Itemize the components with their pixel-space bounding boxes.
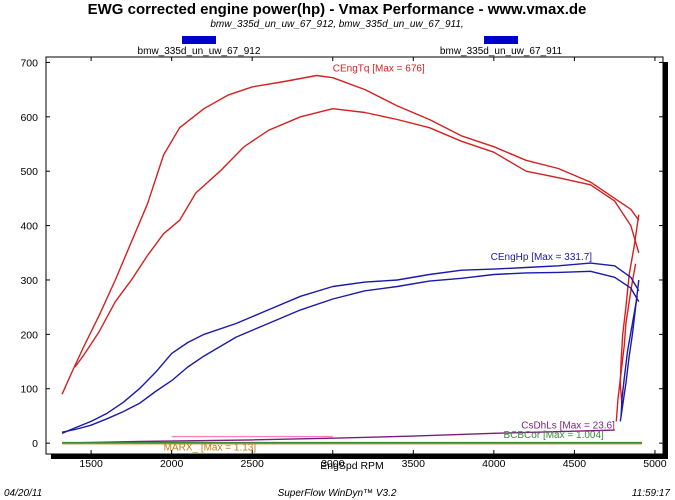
annotation-label: BCBCor [Max = 1.004] xyxy=(504,430,605,441)
y-tick-label: 400 xyxy=(20,221,38,233)
legend: bmw_335d_un_uw_67_912 bmw_335d_un_uw_67_… xyxy=(138,36,563,57)
x-tick-label: 2000 xyxy=(160,458,184,470)
series-line-1 xyxy=(74,108,640,368)
chart-subtitle: bmw_335d_un_uw_67_912, bmw_335d_un_uw_67… xyxy=(210,19,463,30)
plot-area xyxy=(45,56,664,455)
x-tick-label: 2500 xyxy=(241,458,265,470)
x-tick-label: 4500 xyxy=(563,458,587,470)
x-tick-label: 5000 xyxy=(643,458,667,470)
annotations: CEngTq [Max = 676] CEngHp [Max = 331.7] Cs… xyxy=(164,64,616,454)
x-axis-label: EngSpd RPM xyxy=(320,460,384,472)
y-tick-label: 500 xyxy=(20,166,38,178)
axis-ticks: 1500 2000 2500 3000 3500 4000 4500 5000 0 100 200 3… xyxy=(20,57,667,470)
series-line-4 xyxy=(61,262,640,434)
y-tick-label: 0 xyxy=(32,438,38,450)
y-tick-label: 300 xyxy=(20,275,38,287)
annotation-label: CEngHp [Max = 331.7] xyxy=(491,252,593,263)
legend-label-911: bmw_335d_un_uw_67_911 xyxy=(440,46,563,57)
series-line-8 xyxy=(62,429,615,444)
y-tick-label: 600 xyxy=(20,112,38,124)
series-line-0 xyxy=(61,74,640,395)
chart-title: EWG corrected engine power(hp) - Vmax Pe… xyxy=(88,1,587,18)
legend-swatch-912 xyxy=(182,36,216,44)
series-line-3 xyxy=(615,263,637,422)
footer-time: 11:59:17 xyxy=(632,488,671,499)
legend-swatch-911 xyxy=(484,36,518,44)
series-line-5 xyxy=(61,270,640,433)
annotation-label: MARX_ [Max = 1.13] xyxy=(164,443,257,454)
y-tick-label: 100 xyxy=(20,384,38,396)
series-line-7 xyxy=(620,296,638,416)
footer-date: 04/20/11 xyxy=(4,488,42,499)
y-tick-label: 700 xyxy=(20,57,38,69)
legend-label-912: bmw_335d_un_uw_67_912 xyxy=(138,46,261,57)
annotation-label: CsDhLs [Max = 23.6] xyxy=(521,420,615,431)
annotation-label: CEngTq [Max = 676] xyxy=(333,64,425,75)
x-tick-label: 4000 xyxy=(482,458,506,470)
x-tick-label: 1500 xyxy=(79,458,103,470)
x-tick-label: 3500 xyxy=(402,458,426,470)
footer-software: SuperFlow WinDyn™ V3.2 xyxy=(278,488,397,499)
series-group xyxy=(61,74,643,445)
y-tick-label: 200 xyxy=(20,329,38,341)
x-tick-label: 3000 xyxy=(321,458,345,470)
